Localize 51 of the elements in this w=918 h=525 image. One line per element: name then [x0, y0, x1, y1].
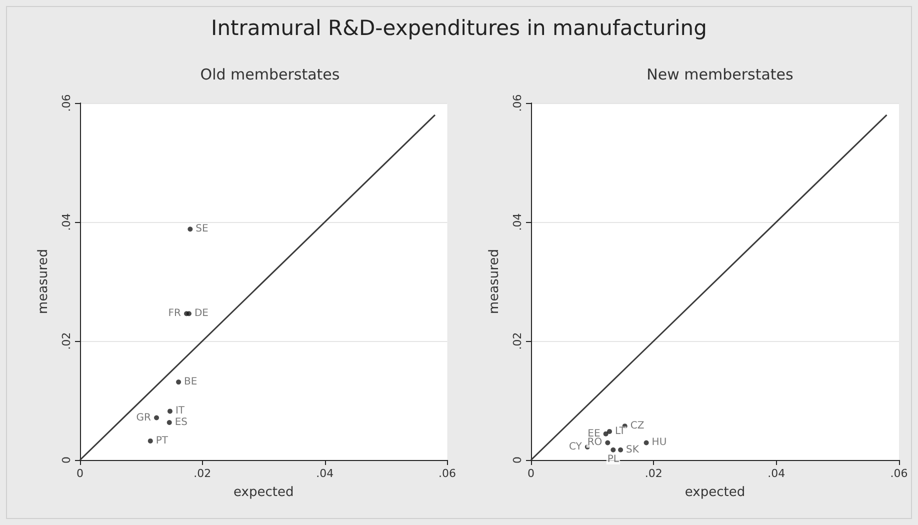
y-tick-label: .02 [60, 332, 73, 350]
point [603, 431, 608, 436]
x-tick-label: 0 [76, 467, 84, 480]
chart-subtitle: New memberstates [646, 66, 794, 84]
y-axis-title: measured [487, 249, 502, 314]
y-tick-label: .04 [60, 213, 73, 231]
point [176, 380, 182, 385]
point [186, 311, 192, 316]
series-label: LT [615, 426, 626, 437]
point [148, 438, 153, 444]
x-axis-title: expected [234, 485, 294, 500]
x-tick-label: .02 [644, 467, 662, 480]
x-tick-label: .06 [890, 467, 908, 480]
x-tick-label: .04 [768, 467, 786, 480]
y-tick-label: 0 [511, 456, 524, 464]
point [166, 420, 172, 426]
series-label: FR [168, 308, 182, 320]
y-tick-label: 0 [60, 456, 73, 464]
y-tick-label: .02 [511, 332, 524, 350]
series-label: SK [626, 444, 640, 456]
x-tick-label: 0 [528, 467, 534, 480]
chart-subtitle: Old memberstates [200, 66, 340, 84]
series-label: DE [194, 308, 208, 320]
series-label: HU [652, 437, 667, 448]
series-label: PT [156, 435, 169, 446]
series-label: CY [569, 441, 583, 452]
x-tick-label: .06 [438, 467, 456, 480]
chart-title: Intramural R&D-expenditures in manufacturing [210, 16, 708, 40]
series-label: ES [174, 417, 188, 428]
y-tick-label: .06 [60, 94, 73, 112]
x-tick-label: .04 [316, 467, 334, 480]
point [605, 440, 610, 446]
y-axis-title: measured [36, 249, 51, 314]
series-label: BE [184, 376, 198, 388]
series-label: PL [607, 454, 620, 465]
point [607, 428, 612, 434]
y-tick-label: .04 [511, 213, 524, 231]
point [618, 447, 624, 452]
point [167, 408, 172, 414]
x-axis-title: expected [684, 485, 746, 500]
y-tick-label: .06 [511, 94, 524, 112]
x-tick-label: .02 [194, 467, 212, 480]
point [188, 226, 193, 232]
point [644, 440, 649, 446]
series-label: IT [175, 406, 186, 417]
series-label: SE [196, 224, 208, 235]
point [154, 415, 160, 420]
series-label: RO [587, 437, 602, 448]
series-label: CZ [630, 420, 644, 432]
series-label: GR [136, 412, 152, 424]
point [610, 447, 616, 452]
